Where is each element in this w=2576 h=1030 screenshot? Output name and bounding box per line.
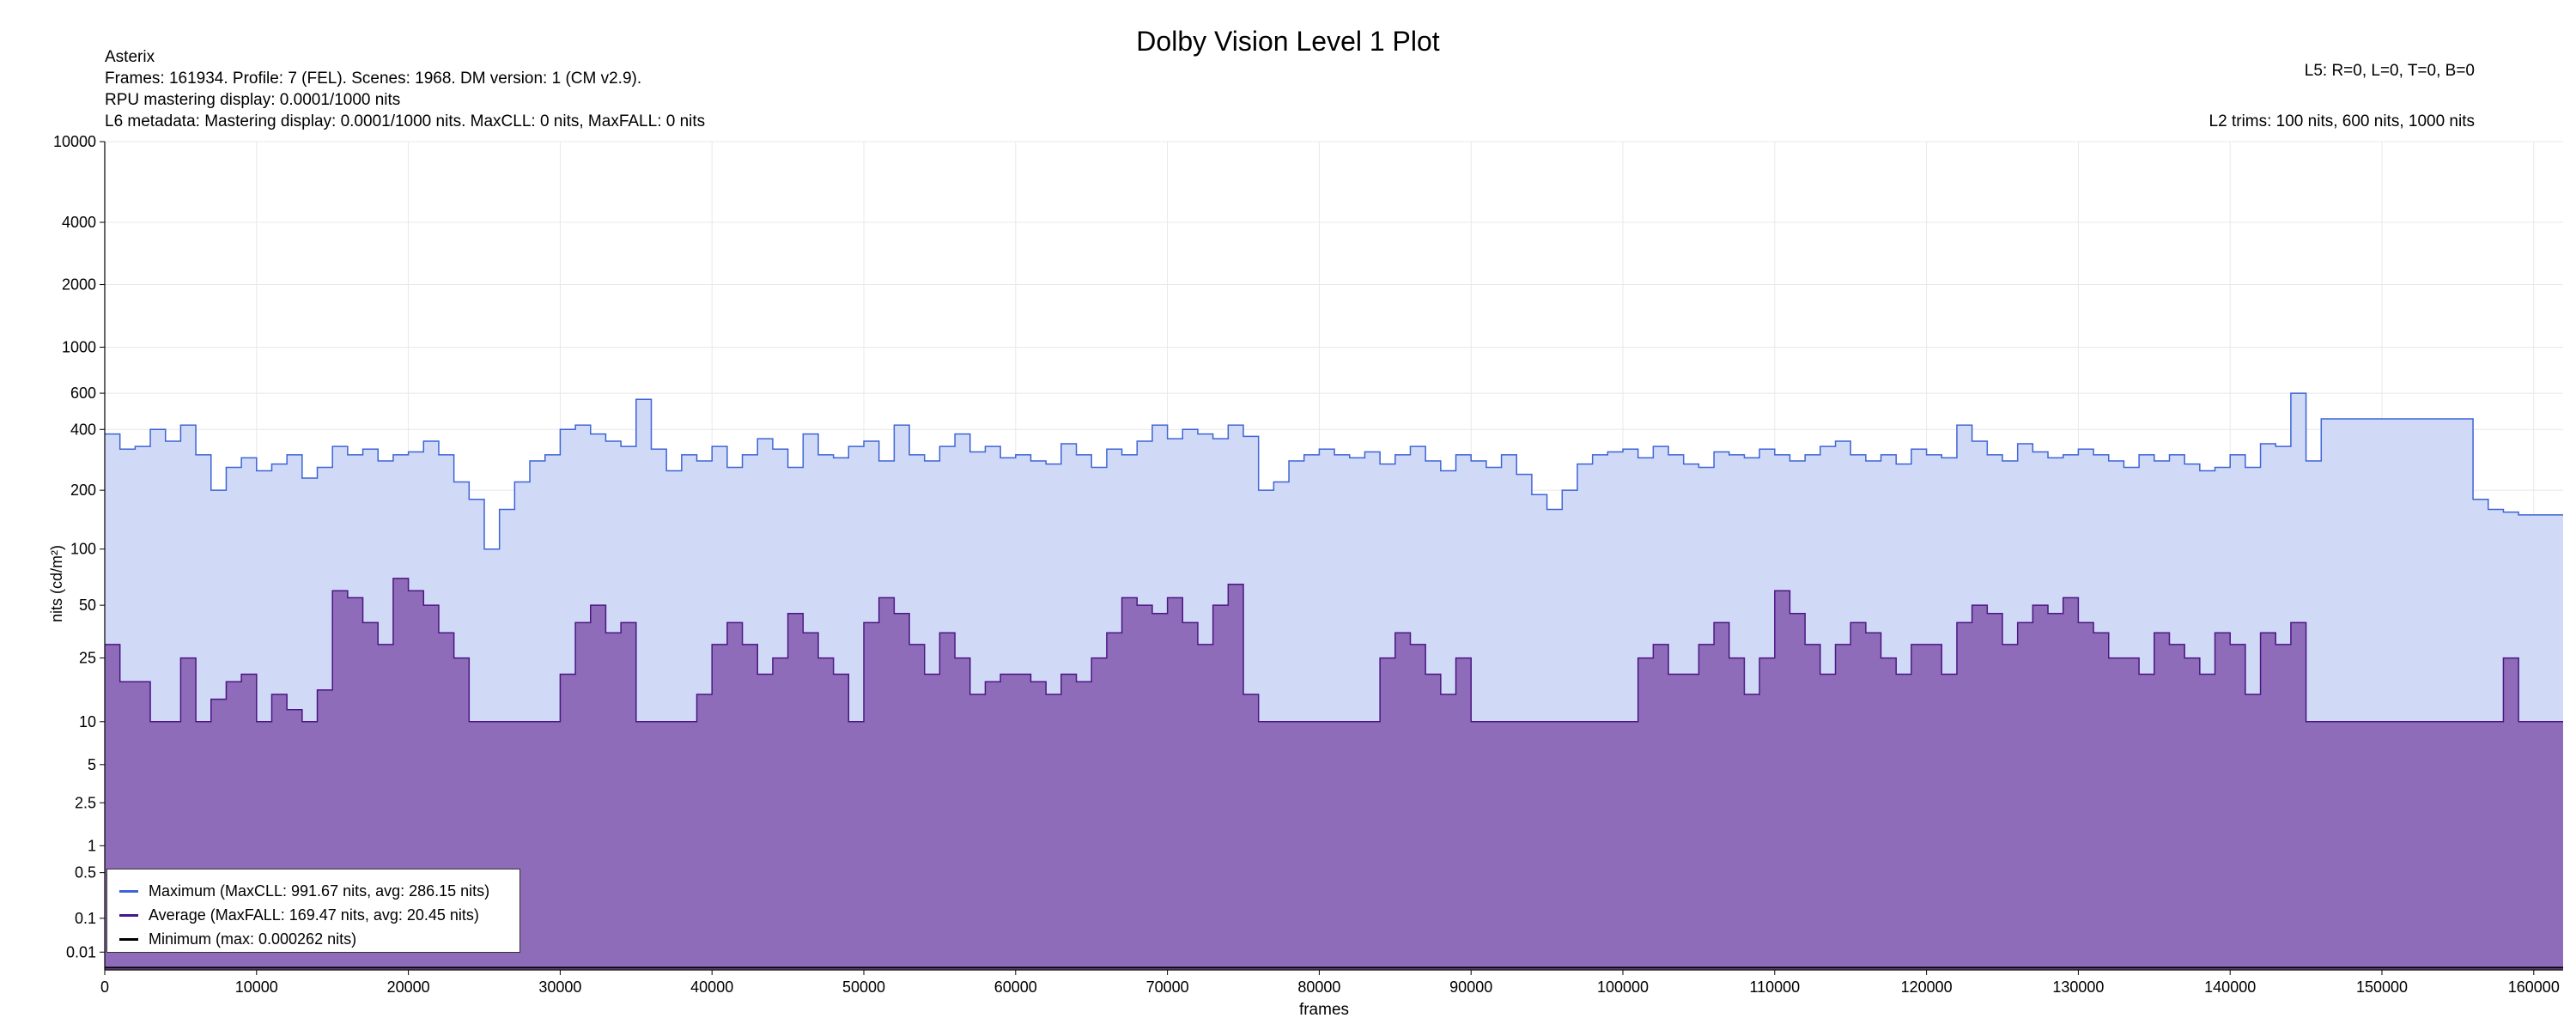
- legend-item-average[interactable]: Average (MaxFALL: 169.47 nits, avg: 20.4…: [119, 904, 479, 926]
- y-tick-label: 25: [79, 650, 96, 667]
- y-tick-label: 10000: [53, 133, 96, 150]
- x-tick-label: 70000: [1146, 978, 1189, 996]
- content-name: Asterix: [105, 48, 155, 66]
- y-tick-label: 10: [79, 713, 96, 730]
- l6-metadata-info: L6 metadata: Mastering display: 0.0001/1…: [105, 112, 706, 130]
- y-tick-label: 600: [70, 385, 96, 402]
- l2-trims-info: L2 trims: 100 nits, 600 nits, 1000 nits: [2208, 112, 2475, 130]
- y-axis-label: nits (cd/m²): [48, 545, 65, 622]
- y-tick-label: 50: [79, 597, 96, 614]
- x-tick-label: 20000: [387, 978, 430, 996]
- average-series-line: [105, 578, 2563, 723]
- average-series-area: [105, 578, 2563, 970]
- legend-item-maximum[interactable]: Maximum (MaxCLL: 991.67 nits, avg: 286.1…: [119, 880, 489, 902]
- rpu-mastering-info: RPU mastering display: 0.0001/1000 nits: [105, 91, 401, 109]
- maximum-series-line: [105, 392, 2563, 550]
- frames-info: Frames: 161934. Profile: 7 (FEL). Scenes…: [105, 70, 642, 88]
- legend-label-minimum: Minimum (max: 0.000262 nits): [149, 930, 357, 948]
- x-tick-label: 90000: [1449, 978, 1492, 996]
- y-tick-label: 200: [70, 482, 96, 499]
- y-tick-label: 100: [70, 541, 96, 558]
- x-tick-label: 130000: [2052, 978, 2104, 996]
- x-tick-label: 0: [100, 978, 109, 996]
- y-tick-label: 0.5: [75, 864, 96, 882]
- x-tick-label: 10000: [235, 978, 278, 996]
- axes: 0 10000 20000 30000 40000 50000 60000 70000 8000…: [53, 133, 2563, 996]
- chart-title: Dolby Vision Level 1 Plot: [1136, 26, 1440, 57]
- y-tick-label: 0.01: [66, 943, 96, 960]
- y-tick-label: 2000: [62, 276, 96, 294]
- y-tick-label: 1000: [62, 338, 96, 355]
- x-tick-label: 60000: [994, 978, 1037, 996]
- legend-item-minimum[interactable]: Minimum (max: 0.000262 nits): [119, 928, 356, 950]
- x-tick-label: 40000: [690, 978, 733, 996]
- legend-label-average: Average (MaxFALL: 169.47 nits, avg: 20.4…: [149, 906, 479, 924]
- x-tick-label: 50000: [842, 978, 885, 996]
- y-tick-label: 4000: [62, 214, 96, 231]
- x-axis-label: frames: [1299, 1001, 1349, 1019]
- x-tick-label: 120000: [1901, 978, 1953, 996]
- legend-label-maximum: Maximum (MaxCLL: 991.67 nits, avg: 286.1…: [149, 882, 490, 900]
- series-layer: [105, 392, 2563, 971]
- x-tick-label: 160000: [2508, 978, 2560, 996]
- l5-info: L5: R=0, L=0, T=0, B=0: [2304, 62, 2475, 80]
- y-tick-label: 1: [88, 837, 96, 854]
- x-tick-label: 100000: [1597, 978, 1649, 996]
- legend: Maximum (MaxCLL: 991.67 nits, avg: 286.1…: [106, 869, 520, 953]
- y-tick-label: 5: [88, 756, 96, 773]
- x-tick-label: 30000: [538, 978, 581, 996]
- y-tick-label: 0.1: [75, 910, 96, 927]
- y-tick-label: 400: [70, 421, 96, 438]
- y-tick-label: 2.5: [75, 794, 96, 811]
- x-tick-label: 80000: [1297, 978, 1340, 996]
- x-tick-label: 150000: [2356, 978, 2408, 996]
- legend-swatch-maximum: [119, 889, 138, 893]
- legend-swatch-minimum: [119, 937, 138, 941]
- x-tick-label: 140000: [2204, 978, 2256, 996]
- legend-swatch-average: [119, 913, 138, 917]
- x-tick-label: 110000: [1749, 978, 1800, 996]
